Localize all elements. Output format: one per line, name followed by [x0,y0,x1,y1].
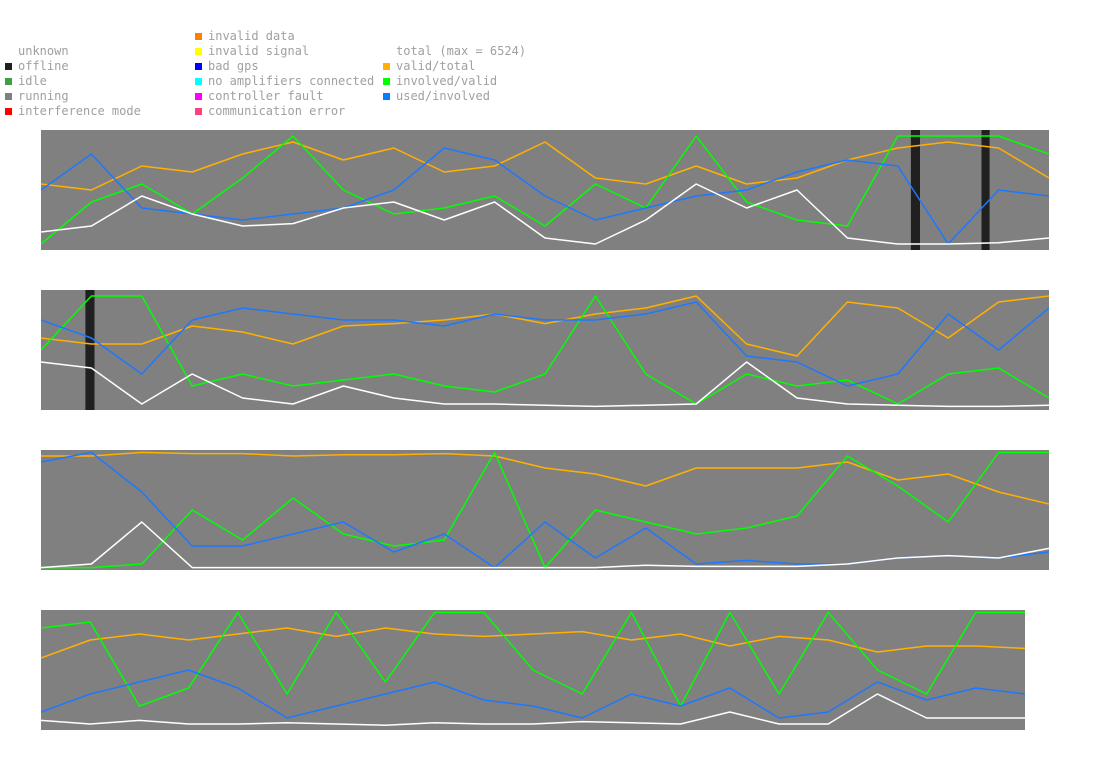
legend-label: bad gps [208,59,259,73]
legend-series: total (max = 6524) valid/total involved/… [383,44,568,105]
legend-swatch [383,48,390,55]
legend-label: controller fault [208,89,324,103]
chart-panel-4-svg [41,611,1025,726]
series-line-total [41,361,1049,408]
legend-swatch [383,93,390,100]
legend-label: interference mode [18,104,141,118]
legend-label: unknown [18,44,69,58]
series-line-valid-total [41,295,1049,357]
legend-swatch [195,78,202,85]
offline-interval-2 [981,130,990,250]
legend-swatch [195,93,202,100]
legend-swatch [383,78,390,85]
chart-panel-3 [41,450,1049,570]
legend-states: unknown offline idle running interferenc… [5,44,190,120]
series-line-valid-total [41,627,1025,659]
series-line-involved-valid [41,135,1049,245]
legend-label: no amplifiers connected [208,74,375,88]
legend-swatch [5,48,12,55]
series-line-involved-valid [41,451,1049,569]
chart-panel-2-svg [41,290,1049,410]
offline-interval-1 [85,290,95,410]
series-line-used-involved [41,669,1025,719]
legend-swatch [195,108,202,115]
legend-swatch [5,108,12,115]
legend-label: valid/total [396,59,476,73]
legend-label: used/involved [396,89,490,103]
series-line-used-involved [41,301,1049,387]
series-line-involved-valid [41,295,1049,405]
legend-swatch [195,63,202,70]
legend-label: invalid data [208,29,295,43]
legend-label: total (max = 6524) [396,44,527,58]
chart-panel-1-svg [41,130,1049,250]
chart-panel-3-svg [41,451,1049,569]
series-line-used-involved [41,147,1049,245]
legend-label: invalid signal [208,44,310,58]
legend-faults: invalid data invalid signal bad gps no a… [195,29,380,120]
legend-swatch [383,63,390,70]
series-line-total [41,521,1049,569]
legend-swatch [195,33,202,40]
series-line-total [41,693,1025,726]
legend-label: involved/valid [396,74,498,88]
offline-interval-1 [910,130,920,250]
legend-swatch [5,78,12,85]
chart-panel-1 [41,130,1049,250]
legend-label: offline [18,59,69,73]
legend-swatch [195,48,202,55]
legend-label: communication error [208,104,346,118]
legend-swatch [5,93,12,100]
chart-panel-4 [41,610,1025,730]
series-line-total [41,183,1049,245]
legend-label: running [18,89,69,103]
legend-label: idle [18,74,47,88]
legend-swatch [5,63,12,70]
series-line-valid-total [41,141,1049,191]
chart-panel-2 [41,290,1049,410]
series-line-involved-valid [41,611,1025,707]
series-line-valid-total [41,451,1049,505]
